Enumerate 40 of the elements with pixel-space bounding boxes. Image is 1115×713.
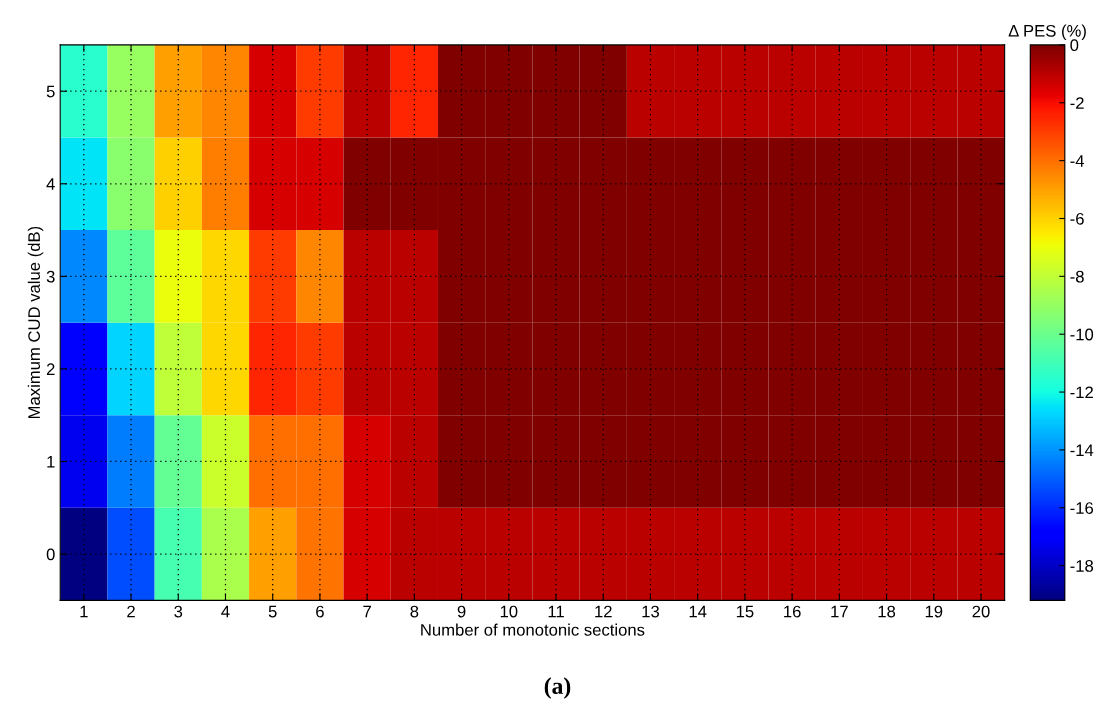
x-tick-label: 9: [457, 605, 466, 618]
color-bar-label: -10: [1070, 328, 1094, 341]
x-tick-label: 12: [595, 605, 612, 618]
x-tick-label: 4: [221, 605, 230, 618]
color-bar-label: -18: [1070, 560, 1094, 572]
y-tick-label: 2: [46, 363, 55, 375]
x-tick-label: 17: [831, 605, 848, 618]
x-tick-label: 16: [784, 605, 801, 618]
x-tick-label: 1: [80, 605, 88, 618]
y-tick-label: 3: [46, 270, 55, 283]
x-tick-label: 6: [316, 605, 324, 618]
color-bar-label: -6: [1070, 212, 1084, 225]
x-tick-label: 11: [548, 605, 564, 618]
text: (a): [544, 677, 571, 699]
color-bar-label: 0: [1070, 39, 1079, 52]
x-tick-label: 18: [878, 605, 896, 618]
x-tick-label: 15: [736, 605, 754, 618]
x-tick-label: 8: [410, 605, 419, 618]
color-bar-label: -14: [1070, 444, 1094, 456]
x-tick-label: 5: [268, 605, 277, 618]
y-tick-label: 5: [46, 85, 55, 98]
color-bar-label: -8: [1070, 270, 1084, 283]
x-tick-label: 13: [642, 605, 659, 618]
color-bar-title: Δ PES (%): [1008, 24, 1086, 41]
x-tick-label: 3: [174, 605, 183, 618]
color-bar-label: -2: [1070, 97, 1084, 109]
color-bar-label: -4: [1070, 155, 1085, 167]
x-tick-label: 2: [127, 605, 135, 618]
y-tick-label: 1: [47, 456, 55, 468]
y-tick-label: 0: [46, 548, 55, 561]
color-bar-label: -12: [1070, 386, 1093, 399]
y-tick-label: 4: [46, 178, 55, 190]
color-bar-label: -16: [1070, 502, 1094, 514]
x-tick-label: 20: [972, 605, 990, 618]
x-tick-label: 10: [500, 605, 518, 618]
x-axis-title: Number of monotonic sections: [421, 623, 645, 636]
x-tick-label: 14: [689, 605, 707, 618]
x-tick-label: 19: [925, 605, 943, 618]
x-tick-label: 7: [363, 605, 371, 618]
y-axis-title: Maximum CUD value (dB): [27, 226, 44, 419]
